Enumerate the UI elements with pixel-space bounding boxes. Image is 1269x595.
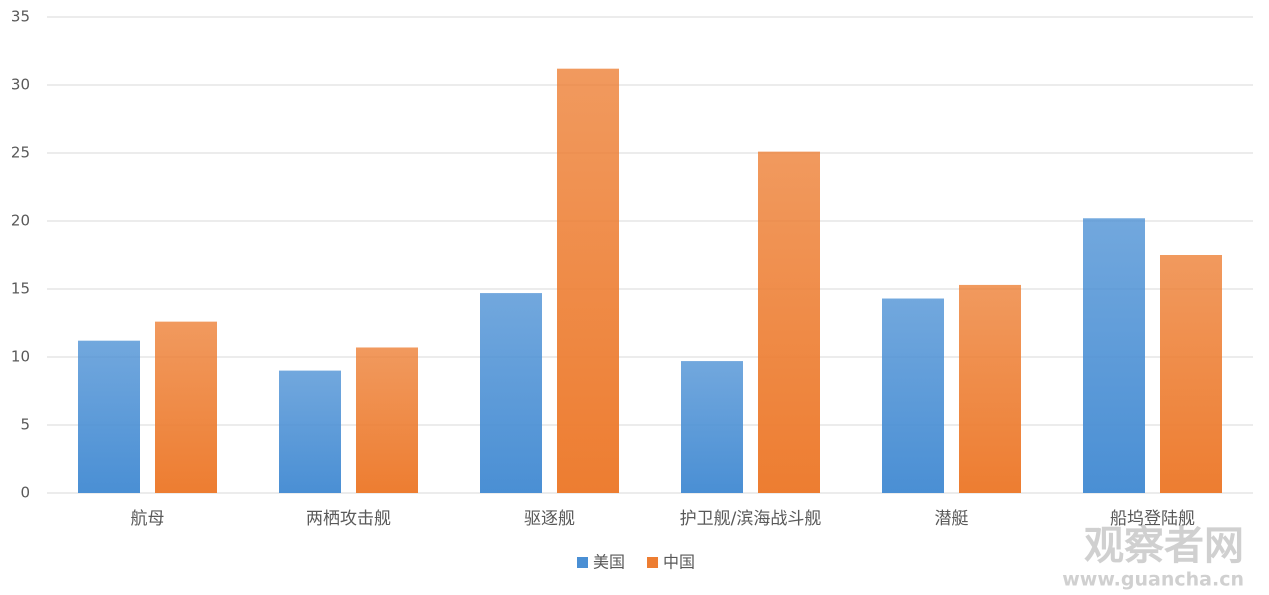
- bar: [155, 321, 217, 493]
- x-tick-label: 护卫舰/滨海战斗舰: [680, 509, 822, 529]
- x-tick-label: 驱逐舰: [524, 509, 575, 529]
- bar: [882, 298, 944, 493]
- y-tick-label: 35: [11, 8, 30, 26]
- bar: [1083, 218, 1145, 493]
- legend-label: 中国: [663, 553, 695, 572]
- y-tick-label: 15: [11, 280, 30, 298]
- bar: [681, 361, 743, 493]
- bar: [356, 347, 418, 493]
- x-tick-label: 潜艇: [935, 509, 969, 529]
- legend-label: 美国: [593, 553, 625, 572]
- bar: [480, 293, 542, 493]
- bar: [78, 340, 140, 493]
- y-tick-label: 25: [11, 144, 30, 162]
- y-tick-label: 0: [20, 484, 30, 502]
- y-tick-label: 10: [11, 348, 30, 366]
- bar: [959, 284, 1021, 493]
- x-tick-label: 船坞登陆舰: [1110, 509, 1195, 529]
- bar: [758, 151, 820, 493]
- y-tick-label: 5: [20, 416, 30, 434]
- x-tick-label: 航母: [131, 509, 165, 529]
- watermark-url: www.guancha.cn: [1062, 569, 1244, 591]
- legend-swatch: [647, 557, 659, 568]
- y-tick-label: 20: [11, 212, 30, 230]
- x-tick-label: 两栖攻击舰: [306, 509, 391, 529]
- bar: [557, 68, 619, 494]
- bar: [1160, 255, 1222, 493]
- bar: [279, 370, 341, 493]
- y-tick-label: 30: [11, 76, 30, 94]
- watermark-title: 观察者网: [1084, 523, 1244, 569]
- legend-swatch: [577, 557, 588, 568]
